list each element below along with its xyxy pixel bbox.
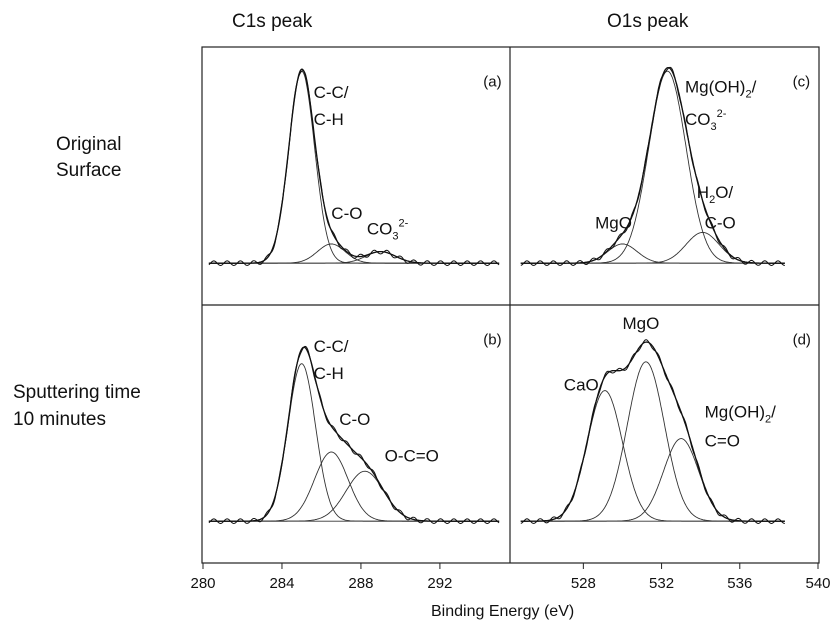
- peak-annotation: (b): [483, 332, 501, 349]
- peak-annotation: CaO: [564, 376, 599, 395]
- peak-annotation: (d): [793, 332, 811, 349]
- subscript: 2: [765, 414, 771, 426]
- component-peak: [208, 470, 500, 522]
- peak-annotation: C-C/: [314, 337, 349, 356]
- peak-annotation: C-O: [331, 204, 362, 223]
- row-label-sputter-1: Sputtering time: [13, 382, 141, 403]
- envelope-fit: [208, 68, 500, 264]
- figure-frame: [201, 46, 820, 564]
- peak-annotation: CO32-: [685, 108, 727, 133]
- peak-annotation: C-H: [314, 110, 344, 129]
- component-peak: [520, 438, 785, 522]
- peak-annotation: C-O: [705, 214, 736, 233]
- component-peak: [520, 361, 785, 522]
- measured-spectrum: [208, 345, 500, 525]
- peak-annotation: H2O/: [697, 183, 734, 206]
- row-label-original-2: Surface: [56, 160, 122, 181]
- peak-annotation: C=O: [705, 431, 740, 450]
- x-tick-label: 280: [190, 575, 215, 592]
- row-label-sputter-2: 10 minutes: [13, 409, 106, 430]
- peak-annotation: C-C/: [314, 83, 349, 102]
- x-tick-label: 532: [649, 575, 674, 592]
- x-tick-label: 540: [805, 575, 830, 592]
- subscript: 3: [711, 121, 717, 133]
- envelope-fit: [208, 346, 500, 522]
- envelope-fit: [520, 341, 785, 522]
- row-label-original-1: Original: [56, 134, 122, 155]
- suffix: /: [771, 403, 776, 422]
- component-peak: [520, 231, 785, 264]
- peak-annotation: C-O: [339, 410, 370, 429]
- x-tick-label: 528: [571, 575, 596, 592]
- suffix: /: [752, 77, 757, 96]
- measured-spectrum: [520, 66, 785, 267]
- x-tick-label: 292: [427, 575, 452, 592]
- peak-annotation: Mg(OH)2/: [705, 403, 777, 426]
- superscript: 2-: [717, 108, 727, 120]
- component-peak: [520, 243, 785, 264]
- subscript: 3: [392, 230, 398, 242]
- component-peak: [208, 243, 500, 264]
- peak-annotation: (a): [483, 74, 501, 91]
- peak-annotation: C-H: [314, 364, 344, 383]
- peak-annotation: (c): [793, 74, 811, 91]
- measured-spectrum: [520, 339, 785, 525]
- component-peak: [208, 363, 500, 522]
- col-title-o1s: O1s peak: [607, 11, 689, 32]
- peak-annotation: Mg(OH)2/: [685, 77, 757, 100]
- component-peak: [208, 451, 500, 522]
- panel-d: MgO CaO Mg(OH)2/C=O (d) 528 532 536 540: [520, 314, 831, 592]
- peak-annotation: MgO: [595, 214, 632, 233]
- panel-b: C-C/C-H C-O O-C=O (b) 280 284 288 292: [190, 332, 501, 593]
- measured-spectrum: [208, 70, 500, 267]
- peak-annotation: MgO: [623, 314, 660, 333]
- suffix: O/: [715, 183, 733, 202]
- col-title-c1s: C1s peak: [232, 11, 313, 32]
- superscript: 2-: [399, 217, 409, 229]
- x-tick-label: 536: [727, 575, 752, 592]
- peak-annotation: CO32-: [367, 217, 409, 242]
- x-tick-label: 284: [269, 575, 294, 592]
- panel-a: C-C/C-H C-O CO32- (a): [208, 68, 502, 267]
- subscript: 2: [709, 194, 715, 206]
- component-peak: [208, 70, 500, 264]
- x-tick-label: 288: [348, 575, 373, 592]
- panel-c: Mg(OH)2/CO32- H2O/C-O MgO (c): [520, 66, 811, 267]
- x-axis-label: Binding Energy (eV): [431, 603, 575, 620]
- peak-annotation: O-C=O: [385, 447, 439, 466]
- subscript: 2: [745, 88, 751, 100]
